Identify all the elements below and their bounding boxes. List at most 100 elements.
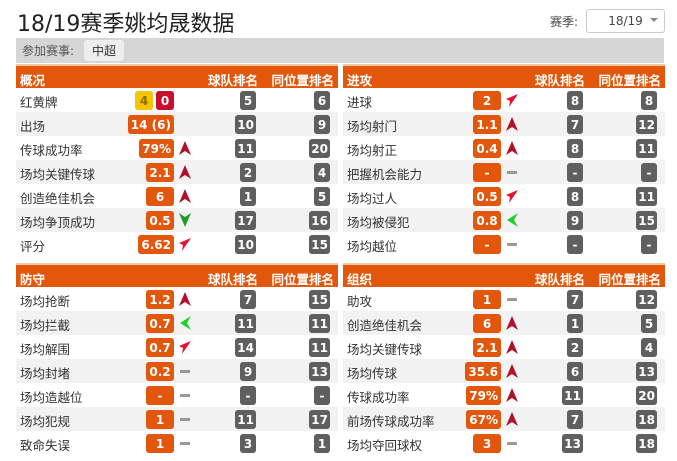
panel-defense: 防守 球队排名 同位置排名 场均抢断 1.2 7 15 场均拦截 0.7 11 … <box>16 263 338 455</box>
col-position-rank[interactable]: 同位置排名 <box>271 272 334 287</box>
value-badge: 1.1 <box>473 115 501 134</box>
team-rank-badge: 2 <box>567 338 583 357</box>
stat-row: 场均越位 - - - <box>343 232 665 256</box>
stat-label: 场均犯规 <box>20 414 71 429</box>
value-badge: 3 <box>473 434 501 453</box>
value-badge: 2.1 <box>146 163 174 182</box>
stat-label: 前场传球成功率 <box>347 414 435 429</box>
position-rank-badge: 11 <box>309 314 330 333</box>
value-badge: 6.62 <box>138 235 174 254</box>
trend-flat-icon <box>178 411 192 427</box>
stat-row: 评分 6.62 10 15 <box>16 232 338 256</box>
red-card-badge: 0 <box>156 91 174 110</box>
stat-row: 场均关键传球 2.1 2 4 <box>343 335 665 359</box>
col-position-rank[interactable]: 同位置排名 <box>598 73 661 88</box>
value-badge: 1 <box>146 410 174 429</box>
team-rank-badge: 7 <box>567 115 583 134</box>
stat-label: 进球 <box>347 95 373 110</box>
col-position-rank[interactable]: 同位置排名 <box>598 272 661 287</box>
col-team-rank[interactable]: 球队排名 <box>207 73 258 88</box>
stat-label: 场均造越位 <box>20 390 83 405</box>
stat-label: 场均拦截 <box>20 318 71 333</box>
stat-row: 场均解围 0.7 14 11 <box>16 335 338 359</box>
value-badge: 0.7 <box>146 314 174 333</box>
value-badge: 1 <box>473 290 501 309</box>
team-rank-badge: 17 <box>235 211 256 230</box>
trend-up-icon <box>178 291 192 307</box>
value-badge: 6 <box>146 187 174 206</box>
competition-label: 参加赛事: <box>22 44 75 58</box>
trend-up-icon <box>178 188 192 204</box>
trend-down-icon <box>178 212 192 228</box>
position-rank-badge: 12 <box>636 290 657 309</box>
trend-up-icon <box>505 363 519 379</box>
trend-up-icon <box>505 339 519 355</box>
position-rank-badge: 11 <box>636 187 657 206</box>
position-rank-badge: 12 <box>636 115 657 134</box>
position-rank-badge: 17 <box>309 410 330 429</box>
value-badge: 0.4 <box>473 139 501 158</box>
value-badge: 79% <box>139 139 174 158</box>
team-rank-badge: 9 <box>567 211 583 230</box>
panel-header: 概况 球队排名 同位置排名 <box>16 64 338 88</box>
value-badge: 35.6 <box>465 362 501 381</box>
competition-chip[interactable]: 中超 <box>84 40 125 61</box>
stat-row: 助攻 1 7 12 <box>343 287 665 311</box>
position-rank-badge: 4 <box>641 338 657 357</box>
position-rank-badge: - <box>641 235 657 254</box>
yellow-card-badge: 4 <box>135 91 153 110</box>
team-rank-badge: 11 <box>235 314 256 333</box>
col-team-rank[interactable]: 球队排名 <box>534 73 585 88</box>
stat-label: 场均解围 <box>20 342 71 357</box>
value-badge: 1.2 <box>146 290 174 309</box>
value-badge: - <box>473 163 501 182</box>
page-title: 18/19赛季姚均晟数据 <box>17 12 235 37</box>
stat-row: 传球成功率 79% 11 20 <box>16 136 338 160</box>
trend-up-icon <box>178 140 192 156</box>
col-team-rank[interactable]: 球队排名 <box>534 272 585 287</box>
panel-header: 组织 球队排名 同位置排名 <box>343 263 665 287</box>
trend-up-icon <box>505 116 519 132</box>
stat-row: 传球成功率 79% 11 20 <box>343 383 665 407</box>
stat-label: 场均争顶成功 <box>20 215 96 230</box>
stat-row: 场均夺回球权 3 13 18 <box>343 431 665 455</box>
team-rank-badge: 2 <box>240 163 256 182</box>
col-team-rank[interactable]: 球队排名 <box>207 272 258 287</box>
panel-title: 进攻 <box>347 73 373 88</box>
trend-up-icon <box>178 164 192 180</box>
value-badge: 2 <box>473 91 501 110</box>
panel-header: 防守 球队排名 同位置排名 <box>16 263 338 287</box>
position-rank-badge: 13 <box>309 362 330 381</box>
team-rank-badge: 6 <box>567 362 583 381</box>
trend-none-icon <box>178 92 192 108</box>
trend-down-left-icon <box>505 212 519 228</box>
trend-up-right-icon <box>178 236 192 252</box>
stat-label: 红黄牌 <box>20 95 58 110</box>
stat-label: 创造绝佳机会 <box>347 318 423 333</box>
stat-row: 场均拦截 0.7 11 11 <box>16 311 338 335</box>
season-select[interactable]: 18/19 <box>586 9 665 33</box>
team-rank-badge: - <box>567 163 583 182</box>
stat-row: 场均犯规 1 11 17 <box>16 407 338 431</box>
stat-label: 场均越位 <box>347 239 398 254</box>
team-rank-badge: 11 <box>235 410 256 429</box>
position-rank-badge: 8 <box>641 91 657 110</box>
competition-filter-bar: 参加赛事: 中超 <box>16 38 664 63</box>
trend-flat-icon <box>505 236 519 252</box>
trend-flat-icon <box>178 387 192 403</box>
stat-label: 助攻 <box>347 294 373 309</box>
panel-attack: 进攻 球队排名 同位置排名 进球 2 8 8 场均射门 1.1 7 12 场均射… <box>343 64 665 256</box>
trend-flat-icon <box>178 363 192 379</box>
stat-row: 场均被侵犯 0.8 9 15 <box>343 208 665 232</box>
position-rank-badge: 18 <box>636 410 657 429</box>
stat-row: 出场 14 (6) 10 9 <box>16 112 338 136</box>
stat-label: 场均抢断 <box>20 294 71 309</box>
trend-up-right-icon <box>505 188 519 204</box>
stat-label: 场均传球 <box>347 366 398 381</box>
team-rank-badge: 7 <box>567 410 583 429</box>
col-position-rank[interactable]: 同位置排名 <box>271 73 334 88</box>
value-badge: - <box>473 235 501 254</box>
stat-label: 场均夺回球权 <box>347 438 423 453</box>
